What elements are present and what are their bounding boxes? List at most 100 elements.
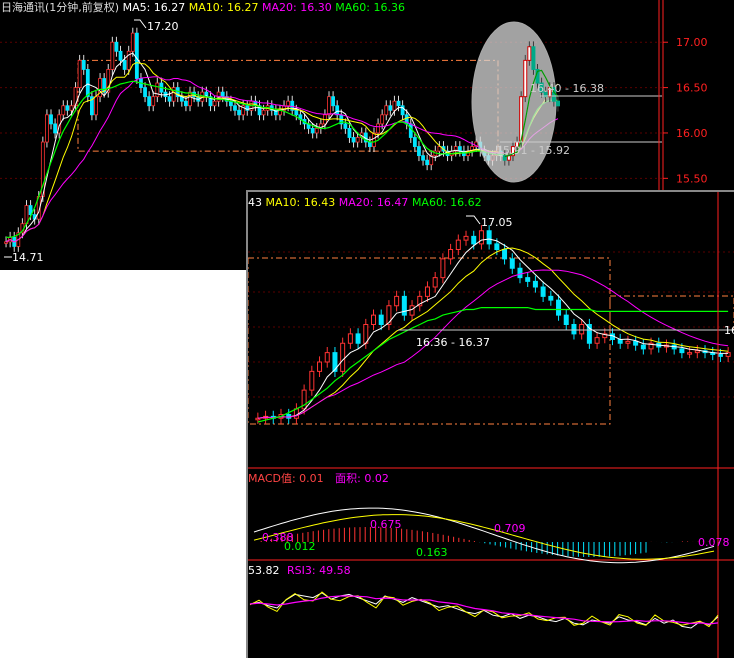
top-axis-label: 15.50: [676, 172, 708, 185]
top-highlight-ellipse: [472, 22, 556, 182]
top-candle: [368, 142, 371, 147]
top-candle: [426, 160, 429, 165]
top-candle: [50, 115, 53, 124]
top-candle: [184, 101, 187, 106]
top-candle: [123, 60, 126, 69]
top-candle: [315, 128, 318, 133]
top-candle: [148, 97, 151, 106]
bottom-range-label: 16.36 - 16.37: [416, 336, 490, 349]
top-candle: [131, 33, 134, 51]
top-candle: [144, 88, 147, 97]
bottom-candle: [510, 259, 514, 268]
top-candle: [413, 138, 416, 147]
macd-label-4: 0.163: [416, 546, 448, 559]
top-candle: [86, 69, 89, 96]
bottom-candle: [688, 353, 692, 355]
bottom-edge-label: 16: [724, 324, 734, 337]
bottom-candle: [441, 259, 445, 278]
top-candle: [397, 101, 400, 106]
bottom-candle: [549, 296, 553, 300]
top-candle: [393, 101, 396, 110]
bottom-candle: [449, 250, 453, 259]
bottom-candle: [718, 355, 722, 357]
top-candle: [336, 106, 339, 115]
top-high-marker: [134, 20, 146, 28]
top-candle: [352, 138, 355, 143]
bottom-chart-svg: 17.05 16.36 - 16.37 16 0.3880.012 0.675 0.163…: [248, 192, 734, 658]
top-candle: [238, 110, 241, 115]
top-candle: [45, 115, 48, 142]
macd-label-5: 0.709: [494, 522, 526, 535]
bottom-candle: [572, 325, 576, 334]
bottom-candle: [618, 340, 622, 344]
bottom-candle: [456, 240, 460, 249]
top-candle: [82, 60, 85, 69]
bottom-candle: [518, 268, 522, 277]
top-candle: [287, 101, 290, 106]
bottom-candle: [680, 349, 684, 353]
top-candle: [119, 51, 122, 60]
bottom-candle: [325, 353, 329, 362]
top-candle: [111, 42, 114, 69]
top-low-label: 14.71: [12, 251, 44, 264]
top-price-axis: 17.00 16.50 16.00 15.50: [662, 0, 734, 190]
bottom-candle: [626, 341, 630, 343]
top-candle: [328, 97, 331, 115]
macd-label-2: 0.012: [284, 540, 316, 553]
bottom-candle: [402, 296, 406, 315]
top-candle: [417, 147, 420, 156]
top-candle: [532, 47, 535, 70]
bottom-ma5-line: [258, 239, 728, 418]
top-candle: [344, 124, 347, 129]
bottom-candle: [387, 306, 391, 325]
macd-dif-line: [254, 508, 714, 563]
top-candle: [356, 138, 359, 143]
top-candle: [54, 124, 57, 133]
bottom-chart-panel: 43 MA10: 16.43 MA20: 16.47 MA60: 16.62 M…: [246, 190, 734, 658]
bottom-candle: [294, 409, 298, 418]
rsi-line-3: [250, 596, 718, 624]
bottom-high-label: 17.05: [481, 216, 513, 229]
bottom-candle: [557, 300, 561, 315]
bottom-candle: [372, 315, 376, 324]
top-candle: [372, 133, 375, 147]
top-candle: [381, 115, 384, 124]
top-candle: [332, 97, 335, 106]
top-high-label: 17.20: [147, 20, 179, 33]
top-candle: [168, 97, 171, 102]
top-axis-label: 16.00: [676, 127, 708, 140]
bottom-candle: [695, 351, 699, 353]
top-range-high-label: 16.40 - 16.38: [530, 82, 604, 95]
top-candle: [409, 124, 412, 138]
top-candle: [377, 124, 380, 133]
bottom-candle: [425, 287, 429, 296]
bottom-candle: [495, 244, 499, 250]
bottom-candle: [348, 334, 352, 343]
top-range-low-label: 15.91 - 15.92: [496, 144, 570, 157]
bottom-candle: [356, 334, 360, 343]
bottom-candle: [464, 236, 468, 240]
top-candle: [389, 106, 392, 111]
bottom-candle: [595, 338, 599, 344]
bottom-candle: [318, 362, 322, 371]
top-candle: [135, 33, 138, 78]
bottom-candle: [634, 341, 638, 345]
top-candle: [152, 97, 155, 106]
top-candle: [62, 106, 65, 115]
top-candle: [528, 47, 531, 61]
bottom-candle: [395, 296, 399, 305]
top-candle: [524, 60, 527, 96]
top-candle: [556, 101, 559, 106]
top-candle: [295, 110, 298, 115]
top-candle: [311, 128, 314, 133]
bottom-candle: [410, 306, 414, 315]
macd-dea-line: [254, 515, 714, 560]
bottom-candle: [580, 325, 584, 334]
top-candle: [94, 97, 97, 115]
bottom-ma10-line: [258, 248, 728, 418]
bottom-candle: [310, 371, 314, 390]
top-candle: [70, 106, 73, 111]
macd-label-3: 0.675: [370, 518, 402, 531]
top-candle: [213, 101, 216, 106]
top-candle: [115, 42, 118, 51]
